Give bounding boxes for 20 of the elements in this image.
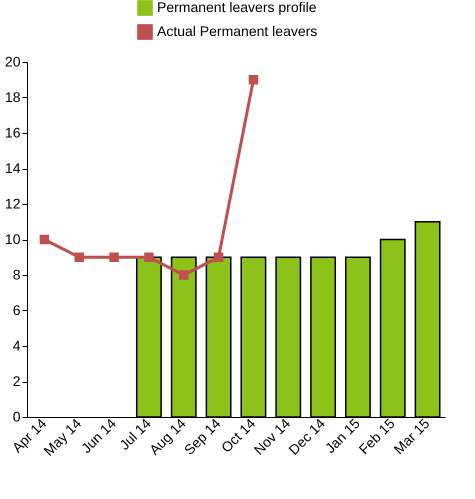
- y-tick-label: 4: [12, 338, 21, 354]
- y-tick-label: 0: [12, 408, 21, 424]
- point: [74, 252, 84, 262]
- y-tick-label: 20: [4, 54, 21, 70]
- legend-label: Actual Permanent leavers: [157, 23, 318, 39]
- y-tick-label: 12: [4, 196, 21, 212]
- legend-label: Permanent leavers profile: [157, 0, 317, 15]
- y-tick-label: 8: [12, 266, 21, 282]
- point: [40, 234, 50, 244]
- point: [248, 75, 258, 84]
- point: [179, 270, 188, 280]
- y-tick-label: 16: [4, 124, 21, 140]
- point: [144, 252, 154, 262]
- point: [109, 252, 119, 262]
- y-tick-label: 10: [4, 231, 21, 247]
- y-tick-label: 6: [12, 302, 21, 318]
- y-tick-label: 2: [12, 373, 21, 389]
- point: [214, 252, 224, 262]
- y-tick-label: 14: [4, 160, 21, 176]
- y-tick-label: 18: [4, 89, 21, 105]
